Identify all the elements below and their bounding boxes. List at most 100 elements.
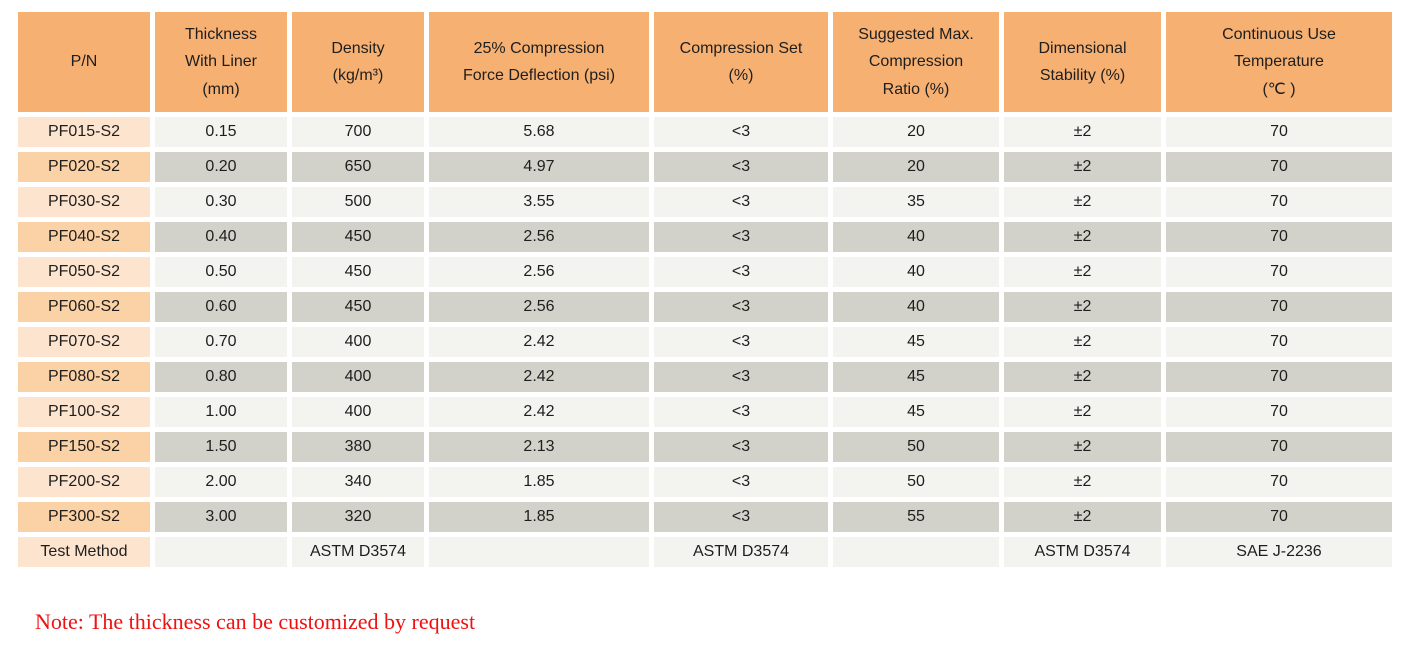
- table-row: PF150-S2 1.50 380 2.13 <3 50 ±2 70: [18, 432, 1392, 462]
- table-row: PF200-S2 2.00 340 1.85 <3 50 ±2 70: [18, 467, 1392, 497]
- cell-pn: PF300-S2: [18, 502, 150, 532]
- cell-thickness: 0.15: [155, 117, 287, 147]
- cell-set: <3: [654, 327, 828, 357]
- cell-set: ASTM D3574: [654, 537, 828, 567]
- cell-set: <3: [654, 397, 828, 427]
- table-row: PF060-S2 0.60 450 2.56 <3 40 ±2 70: [18, 292, 1392, 322]
- column-header-thickness: Thickness With Liner (mm): [155, 12, 287, 112]
- cell-stability: ±2: [1004, 362, 1161, 392]
- cell-cfd: 3.55: [429, 187, 649, 217]
- cell-pn: PF150-S2: [18, 432, 150, 462]
- cell-pn: PF015-S2: [18, 117, 150, 147]
- cell-temp: 70: [1166, 432, 1392, 462]
- cell-temp: 70: [1166, 397, 1392, 427]
- cell-cfd: 2.56: [429, 257, 649, 287]
- cell-stability: ±2: [1004, 467, 1161, 497]
- table-row: PF015-S2 0.15 700 5.68 <3 20 ±2 70: [18, 117, 1392, 147]
- cell-cfd: 1.85: [429, 502, 649, 532]
- cell-thickness: 0.40: [155, 222, 287, 252]
- cell-pn: PF080-S2: [18, 362, 150, 392]
- cell-density: 650: [292, 152, 424, 182]
- cell-ratio: 40: [833, 257, 999, 287]
- cell-temp: 70: [1166, 292, 1392, 322]
- cell-ratio: 20: [833, 117, 999, 147]
- cell-set: <3: [654, 187, 828, 217]
- cell-stability: ±2: [1004, 222, 1161, 252]
- cell-stability: ±2: [1004, 117, 1161, 147]
- column-header-stability: Dimensional Stability (%): [1004, 12, 1161, 112]
- table-row: PF030-S2 0.30 500 3.55 <3 35 ±2 70: [18, 187, 1392, 217]
- cell-stability: ±2: [1004, 292, 1161, 322]
- cell-density: 400: [292, 362, 424, 392]
- cell-thickness: 0.20: [155, 152, 287, 182]
- column-header-ratio: Suggested Max. Compression Ratio (%): [833, 12, 999, 112]
- cell-stability: ±2: [1004, 432, 1161, 462]
- cell-cfd: 2.42: [429, 397, 649, 427]
- table-row: PF040-S2 0.40 450 2.56 <3 40 ±2 70: [18, 222, 1392, 252]
- cell-cfd: 2.56: [429, 292, 649, 322]
- cell-density: 320: [292, 502, 424, 532]
- cell-temp: SAE J-2236: [1166, 537, 1392, 567]
- cell-ratio: [833, 537, 999, 567]
- cell-density: 400: [292, 327, 424, 357]
- cell-stability: ±2: [1004, 327, 1161, 357]
- cell-stability: ASTM D3574: [1004, 537, 1161, 567]
- cell-density: 400: [292, 397, 424, 427]
- cell-pn: PF040-S2: [18, 222, 150, 252]
- cell-pn: PF030-S2: [18, 187, 150, 217]
- cell-density: ASTM D3574: [292, 537, 424, 567]
- cell-thickness: 0.50: [155, 257, 287, 287]
- cell-pn: PF050-S2: [18, 257, 150, 287]
- table-row: PF300-S2 3.00 320 1.85 <3 55 ±2 70: [18, 502, 1392, 532]
- cell-cfd: 2.13: [429, 432, 649, 462]
- cell-thickness: 1.50: [155, 432, 287, 462]
- cell-ratio: 40: [833, 292, 999, 322]
- cell-ratio: 45: [833, 362, 999, 392]
- cell-set: <3: [654, 502, 828, 532]
- cell-set: <3: [654, 152, 828, 182]
- cell-thickness: 3.00: [155, 502, 287, 532]
- cell-density: 450: [292, 222, 424, 252]
- cell-thickness: 0.30: [155, 187, 287, 217]
- cell-pn: PF100-S2: [18, 397, 150, 427]
- cell-thickness: 2.00: [155, 467, 287, 497]
- cell-density: 500: [292, 187, 424, 217]
- datasheet-page: P/N Thickness With Liner (mm) Density (kg/…: [0, 7, 1406, 650]
- cell-stability: ±2: [1004, 187, 1161, 217]
- column-header-set: Compression Set (%): [654, 12, 828, 112]
- cell-density: 380: [292, 432, 424, 462]
- cell-cfd: 5.68: [429, 117, 649, 147]
- table-row: PF080-S2 0.80 400 2.42 <3 45 ±2 70: [18, 362, 1392, 392]
- cell-pn: PF200-S2: [18, 467, 150, 497]
- cell-thickness: 0.60: [155, 292, 287, 322]
- cell-set: <3: [654, 432, 828, 462]
- table-header-row: P/N Thickness With Liner (mm) Density (kg/…: [18, 12, 1392, 112]
- cell-cfd: [429, 537, 649, 567]
- column-header-density: Density (kg/m³): [292, 12, 424, 112]
- cell-pn: Test Method: [18, 537, 150, 567]
- cell-stability: ±2: [1004, 397, 1161, 427]
- cell-stability: ±2: [1004, 257, 1161, 287]
- cell-ratio: 35: [833, 187, 999, 217]
- cell-set: <3: [654, 467, 828, 497]
- cell-pn: PF070-S2: [18, 327, 150, 357]
- cell-temp: 70: [1166, 467, 1392, 497]
- cell-thickness: 1.00: [155, 397, 287, 427]
- cell-temp: 70: [1166, 117, 1392, 147]
- thickness-note: Note: The thickness can be customized by…: [35, 609, 476, 634]
- cell-density: 450: [292, 257, 424, 287]
- cell-temp: 70: [1166, 187, 1392, 217]
- cell-cfd: 2.42: [429, 327, 649, 357]
- cell-ratio: 40: [833, 222, 999, 252]
- cell-ratio: 45: [833, 397, 999, 427]
- cell-density: 340: [292, 467, 424, 497]
- cell-cfd: 1.85: [429, 467, 649, 497]
- cell-ratio: 50: [833, 467, 999, 497]
- cell-ratio: 45: [833, 327, 999, 357]
- cell-cfd: 2.56: [429, 222, 649, 252]
- cell-pn: PF060-S2: [18, 292, 150, 322]
- table-row: PF050-S2 0.50 450 2.56 <3 40 ±2 70: [18, 257, 1392, 287]
- cell-pn: PF020-S2: [18, 152, 150, 182]
- cell-temp: 70: [1166, 327, 1392, 357]
- cell-temp: 70: [1166, 152, 1392, 182]
